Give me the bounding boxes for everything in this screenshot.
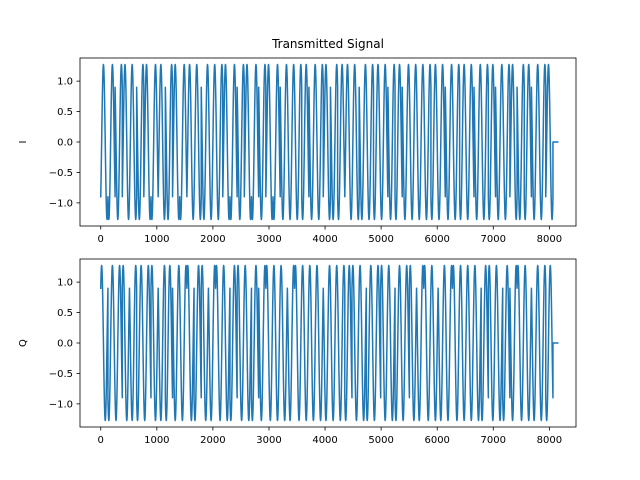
q-xtick-label: 6000 [424,435,449,446]
i-series [99,63,559,221]
i-ylabel: I [18,141,29,144]
i-axis-ticks: 0 1000 2000 3000 4000 5000 6000 7000 8000 −1.0 −0.… [49,77,562,245]
chart-title: Transmitted Signal [271,37,384,51]
q-xtick-label: 7000 [481,435,506,446]
i-xtick-label: 6000 [424,234,449,245]
q-xtick-label: 4000 [312,435,337,446]
i-axes-frame [79,57,577,227]
q-ytick-label: −1.0 [49,399,73,410]
q-ytick-label: 1.0 [57,278,73,289]
i-ytick-label: −0.5 [49,168,73,179]
i-ytick-label: 1.0 [57,77,73,88]
i-xtick-label: 1000 [144,234,169,245]
q-xtick-label: 0 [98,435,104,446]
q-ytick-label: 0.0 [57,339,73,350]
i-ytick-label: 0.5 [57,107,73,118]
q-ytick-label: 0.5 [57,308,73,319]
q-axes-frame [79,258,577,428]
i-xtick-label: 2000 [200,234,225,245]
q-ytick-label: −0.5 [49,369,73,380]
i-xtick-label: 3000 [256,234,281,245]
q-xtick-label: 8000 [537,435,562,446]
i-panel: Transmitted Signal I 0 1000 2000 3000 4000 50… [18,37,577,245]
q-series [99,264,559,422]
q-ylabel: Q [18,339,29,347]
q-panel: Q 0 1000 2000 3000 4000 5000 6000 7000 8000 −1.0 −… [18,258,577,446]
i-signal-line [99,63,559,221]
i-ytick-label: −1.0 [49,198,73,209]
q-xtick-label: 1000 [144,435,169,446]
q-axis-ticks: 0 1000 2000 3000 4000 5000 6000 7000 8000 −1.0 −0.… [49,278,562,446]
i-ytick-label: 0.0 [57,138,73,149]
i-xtick-label: 8000 [537,234,562,245]
q-xtick-label: 5000 [368,435,393,446]
q-xtick-label: 2000 [200,435,225,446]
i-xtick-label: 7000 [481,234,506,245]
q-signal-line [99,264,559,422]
q-xtick-label: 3000 [256,435,281,446]
i-xtick-label: 4000 [312,234,337,245]
i-xtick-label: 5000 [368,234,393,245]
i-xtick-label: 0 [98,234,104,245]
